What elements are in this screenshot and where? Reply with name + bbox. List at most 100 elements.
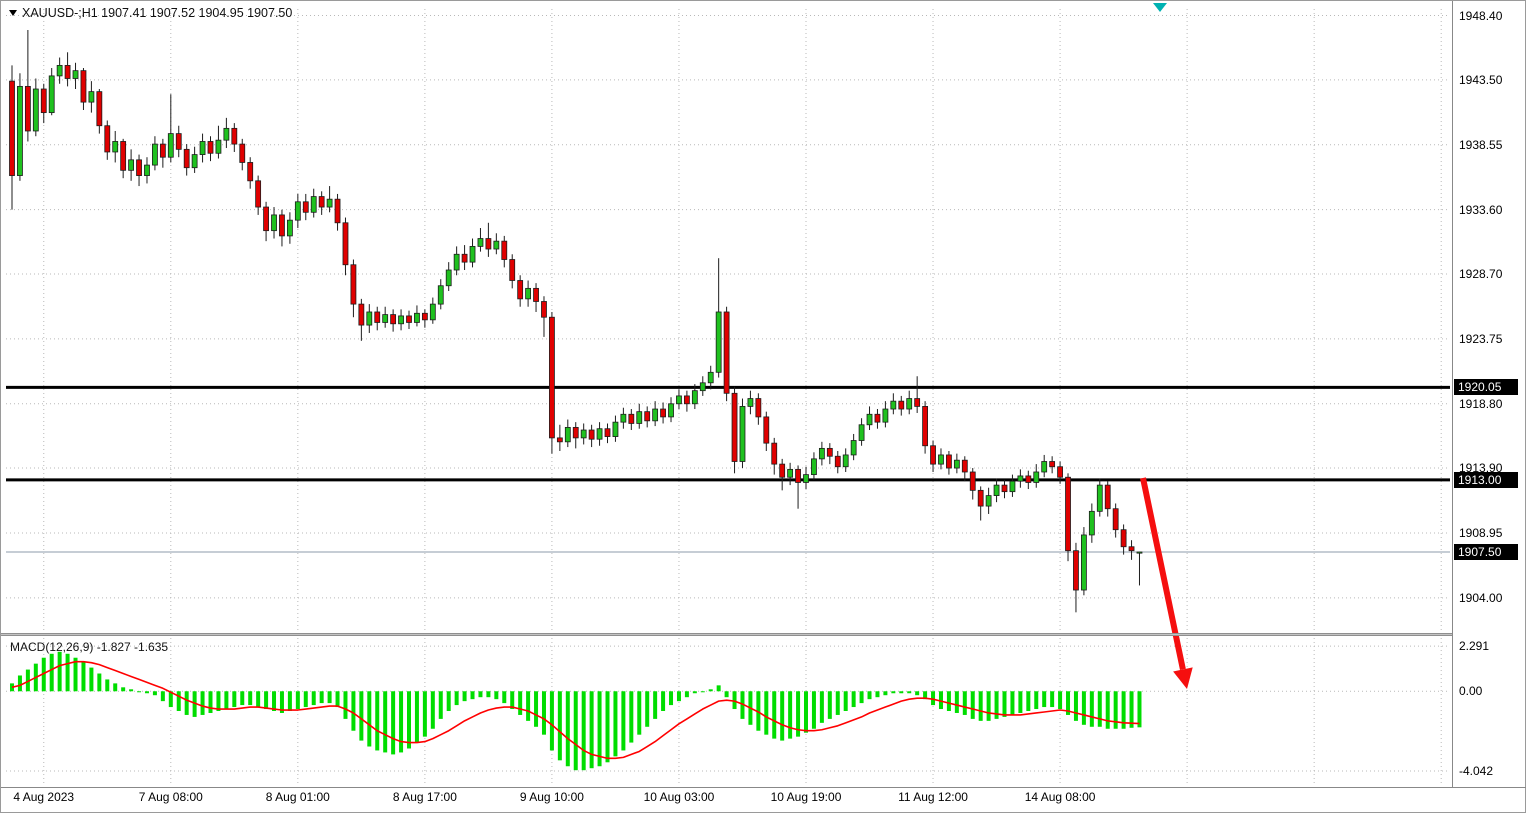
macd-tick-label: 0.00: [1459, 684, 1483, 699]
macd-bar: [756, 691, 761, 731]
candle-bear: [969, 471, 976, 491]
candle-bull: [56, 64, 63, 77]
candle-bear: [374, 311, 381, 323]
macd-bar: [1113, 691, 1118, 729]
candle-bull: [636, 411, 643, 424]
macd-bar: [1137, 691, 1142, 728]
candle-bear: [834, 455, 841, 468]
macd-bar: [541, 691, 546, 735]
candle-bear: [644, 411, 651, 422]
candle-bear: [120, 141, 127, 171]
price-tick-label: 1913.90: [1459, 461, 1503, 476]
price-level-badge[interactable]: 1920.05: [1454, 379, 1518, 396]
time-label: 10 Aug 19:00: [770, 790, 842, 804]
macd-bar: [1042, 691, 1047, 708]
macd-bar: [1121, 691, 1126, 729]
macd-bar: [311, 691, 316, 706]
time-label: 11 Aug 12:00: [898, 790, 968, 804]
candle-bear: [556, 437, 563, 443]
chart-shift-icon[interactable]: [1153, 3, 1167, 12]
macd-bar: [780, 691, 785, 741]
macd-bar: [454, 691, 459, 706]
macd-bar: [621, 691, 626, 751]
macd-tick-label: 2.291: [1459, 639, 1490, 654]
macd-bar: [700, 691, 705, 693]
macd-bar: [200, 691, 205, 715]
candle-bear: [1128, 546, 1135, 552]
macd-bar: [383, 691, 388, 753]
candle-bear: [334, 198, 341, 224]
macd-bar: [1034, 691, 1039, 710]
macd-bar: [232, 691, 237, 708]
candle-bull: [890, 400, 897, 410]
candle-bull: [223, 127, 230, 141]
macd-bar: [470, 691, 475, 700]
candle-bull: [620, 413, 627, 423]
macd-bar: [407, 691, 411, 749]
macd-bar: [446, 691, 451, 711]
macd-bar: [359, 691, 364, 741]
macd-bar: [1010, 691, 1015, 715]
current-price-badge[interactable]: 1907.50: [1454, 543, 1518, 560]
candle-bull: [818, 447, 825, 460]
macd-bar: [137, 691, 142, 693]
candle-bull: [144, 164, 150, 176]
candle-bull: [715, 311, 722, 373]
macd-bar: [168, 691, 173, 708]
candle-bull: [1136, 551, 1143, 554]
candle-bear: [104, 125, 111, 153]
trend-arrow-head[interactable]: [1173, 667, 1193, 689]
macd-bar: [272, 691, 277, 711]
candle-bull: [707, 371, 714, 384]
macd-bar: [605, 691, 610, 763]
price-scale-divider: [1452, 1, 1453, 787]
candle-bull: [525, 287, 531, 300]
price-tick-label: 1938.55: [1459, 137, 1503, 152]
macd-bar: [772, 691, 777, 739]
macd-bar: [375, 691, 380, 751]
macd-bar: [653, 691, 658, 719]
trend-arrow-annotation[interactable]: [1140, 477, 1193, 689]
candle-bear: [247, 162, 254, 182]
candle-bull: [850, 440, 857, 456]
trend-arrow-shaft[interactable]: [1140, 477, 1186, 671]
candle-bear: [390, 314, 397, 325]
macd-bar: [1129, 691, 1134, 728]
price-tick-label: 1923.75: [1459, 331, 1503, 346]
panel-divider[interactable]: [1, 633, 1452, 636]
macd-bar: [208, 691, 213, 713]
candle-bear: [40, 88, 47, 114]
candles: [9, 29, 1143, 613]
macd-bar: [160, 691, 165, 702]
candle-bear: [136, 159, 142, 176]
candle-bull: [858, 424, 865, 441]
candle-bull: [652, 408, 659, 422]
time-axis[interactable]: 4 Aug 2023 7 Aug 08:00 8 Aug 01:00 8 Aug 17…: [1, 790, 1452, 813]
macd-bar: [954, 691, 959, 713]
candle-bull: [326, 198, 333, 208]
macd-signal-line: [11, 660, 1140, 760]
macd-bar: [676, 691, 681, 702]
time-label: 9 Aug 10:00: [519, 790, 584, 804]
candle-bull: [167, 133, 174, 158]
macd-bar: [891, 691, 896, 694]
candle-bull: [1081, 534, 1087, 591]
macd-bar: [343, 691, 348, 719]
price-scale[interactable]: 1948.40 1943.50 1938.55 1933.60 1928.70 1923.…: [1453, 1, 1526, 787]
candle-bull: [811, 458, 817, 476]
macd-bar: [1002, 691, 1007, 717]
candle-bear: [898, 400, 905, 410]
price-tick-label: 1943.50: [1459, 72, 1503, 87]
candle-bear: [946, 454, 952, 469]
macd-bar: [399, 691, 404, 753]
macd-bar: [661, 691, 666, 711]
macd-bar: [796, 691, 801, 737]
macd-bar: [938, 691, 943, 710]
candle-bull: [803, 474, 809, 483]
macd-bar: [923, 691, 928, 700]
candle-bear: [239, 143, 246, 163]
price-level-badge[interactable]: 1913.00: [1454, 471, 1518, 488]
gridlines: [6, 9, 1450, 784]
